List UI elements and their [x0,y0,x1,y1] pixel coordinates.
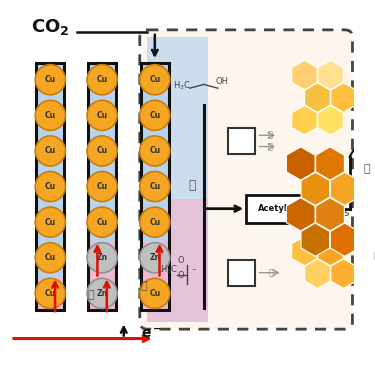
Circle shape [87,136,117,166]
Polygon shape [330,223,359,256]
Bar [228,260,255,286]
Bar [88,242,116,310]
Text: $\mathbf{e^-}$: $\mathbf{e^-}$ [141,328,161,342]
Text: Cu: Cu [45,75,56,84]
Text: $^-$: $^-$ [190,266,197,274]
Bar [36,63,64,310]
Text: 🔧: 🔧 [267,131,272,140]
Text: Cu: Cu [45,253,56,262]
Circle shape [87,64,117,95]
Bar [88,63,116,310]
Circle shape [140,207,170,237]
Text: Cu: Cu [45,289,56,298]
Text: Cu: Cu [149,289,160,298]
Text: 🔧: 🔧 [189,178,196,192]
Bar [141,242,169,310]
Text: 🔧: 🔧 [87,290,94,300]
Text: Cu: Cu [149,111,160,120]
Polygon shape [301,223,330,256]
Text: Zn: Zn [96,253,108,262]
Text: Cu: Cu [149,217,160,226]
Text: $\mathbf{CO_2}$: $\mathbf{CO_2}$ [31,17,69,37]
Polygon shape [331,83,356,112]
Circle shape [35,207,65,237]
Circle shape [87,207,117,237]
Text: Zn: Zn [96,289,108,298]
Circle shape [87,100,117,130]
Circle shape [35,243,65,273]
Bar [228,128,255,154]
Circle shape [140,136,170,166]
Text: Cu: Cu [149,147,160,156]
Circle shape [87,243,117,273]
Polygon shape [292,60,317,90]
Polygon shape [286,147,315,180]
Polygon shape [301,172,330,206]
Text: 🔧: 🔧 [337,230,343,240]
Bar [141,63,169,310]
Text: Cu: Cu [96,182,108,191]
Text: Zn: Zn [149,253,160,262]
Circle shape [140,171,170,202]
Polygon shape [330,172,359,206]
Text: Cu: Cu [96,147,108,156]
Text: 🔧: 🔧 [267,142,272,151]
Text: 🔧: 🔧 [363,164,370,174]
Polygon shape [331,259,356,288]
FancyBboxPatch shape [140,30,352,329]
Text: 🔧: 🔧 [269,268,274,277]
Text: Cu: Cu [96,75,108,84]
Circle shape [35,100,65,130]
Bar [88,63,116,242]
Text: $\mathrm{H_3C}$: $\mathrm{H_3C}$ [172,79,190,92]
Text: OH: OH [216,78,229,87]
Text: Cu: Cu [149,75,160,84]
Text: Acetyl-CoA: Acetyl-CoA [258,204,310,213]
Bar [246,195,321,223]
Bar [36,278,64,310]
Text: Cu: Cu [96,217,108,226]
Circle shape [87,171,117,202]
Circle shape [140,100,170,130]
Polygon shape [316,198,344,231]
Polygon shape [292,105,317,135]
Circle shape [140,64,170,95]
Circle shape [140,278,170,309]
Text: $\mathrm{H_3C}$: $\mathrm{H_3C}$ [159,264,177,276]
Bar [147,38,208,322]
Polygon shape [318,105,344,135]
Circle shape [140,243,170,273]
Text: Cu: Cu [45,111,56,120]
Polygon shape [316,147,344,180]
Circle shape [35,171,65,202]
Text: Cu: Cu [96,111,108,120]
Text: Cu: Cu [45,147,56,156]
Text: 🔧: 🔧 [140,281,147,291]
Bar [36,63,64,278]
Polygon shape [318,236,344,266]
Polygon shape [286,198,315,231]
Text: O: O [178,256,184,265]
Text: Lipids: Lipids [321,209,350,218]
Text: Cu: Cu [45,217,56,226]
Circle shape [87,278,117,309]
Polygon shape [292,236,317,266]
Text: 🔧: 🔧 [374,251,375,260]
Circle shape [35,64,65,95]
Polygon shape [318,60,344,90]
Circle shape [35,278,65,309]
Text: O: O [178,272,184,280]
Bar [147,199,208,322]
Text: Cu: Cu [45,182,56,191]
Text: Cu: Cu [149,182,160,191]
Bar [141,63,169,242]
Circle shape [35,136,65,166]
Polygon shape [305,259,330,288]
Polygon shape [305,83,330,112]
